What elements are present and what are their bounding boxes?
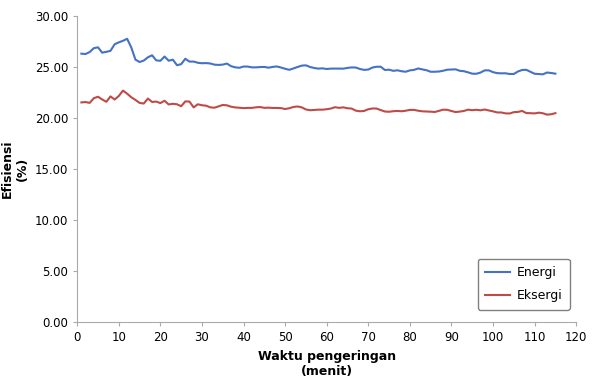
Y-axis label: Efisiensi
(%): Efisiensi (%) (1, 140, 29, 198)
Line: Energi: Energi (81, 39, 555, 74)
Energi (78, 51, 85, 56)
Eksergi (544, 112, 551, 117)
Eksergi (190, 105, 197, 110)
Energi (498, 71, 505, 76)
Eksergi (261, 106, 268, 110)
Legend: Energi, Eksergi: Energi, Eksergi (478, 259, 570, 310)
Energi (539, 72, 546, 77)
X-axis label: Waktu pengeringan
(menit): Waktu pengeringan (menit) (258, 350, 396, 378)
Eksergi (78, 100, 85, 105)
Energi (236, 66, 243, 70)
Energi (144, 55, 151, 60)
Eksergi (236, 106, 243, 110)
Energi (369, 65, 376, 70)
Eksergi (552, 111, 559, 116)
Eksergi (498, 110, 505, 115)
Energi (261, 64, 268, 69)
Energi (552, 71, 559, 76)
Energi (190, 59, 197, 64)
Line: Eksergi: Eksergi (81, 90, 555, 114)
Eksergi (369, 106, 376, 111)
Eksergi (144, 96, 151, 101)
Energi (124, 36, 131, 41)
Eksergi (119, 88, 127, 93)
